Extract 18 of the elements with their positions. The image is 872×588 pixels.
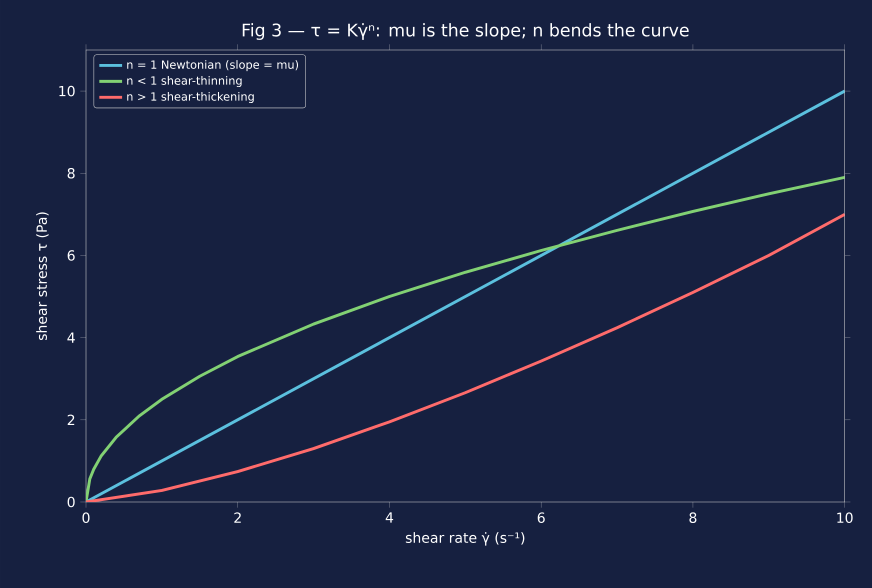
legend-label: n < 1 shear-thinning: [127, 76, 242, 88]
y-tick-label: 2: [68, 414, 74, 425]
y-tick-label: 6: [68, 250, 75, 261]
y-axis-title: shear stress τ (Pa): [36, 212, 49, 340]
legend-label: n = 1 Newtonian (slope = mu): [127, 60, 298, 72]
x-tick-label: 6: [538, 512, 545, 523]
x-tick-label: 2: [234, 512, 241, 523]
x-tick-label: 10: [837, 512, 853, 523]
y-tick-label: 10: [59, 86, 75, 96]
y-tick-label: 4: [67, 332, 75, 343]
x-tick-label: 0: [82, 512, 90, 523]
x-tick-label: 4: [386, 512, 394, 523]
y-tick-label: 0: [68, 496, 75, 508]
chart-title: Fig 3 — τ = Kγ̇ⁿ: mu is the slope; n bends the curve: [242, 23, 689, 40]
legend-label: n > 1 shear-thickening: [127, 92, 254, 103]
x-tick-label: 8: [689, 512, 696, 523]
y-tick-label: 8: [68, 168, 75, 179]
x-axis-title: shear rate γ̇ (s⁻¹): [406, 532, 524, 546]
